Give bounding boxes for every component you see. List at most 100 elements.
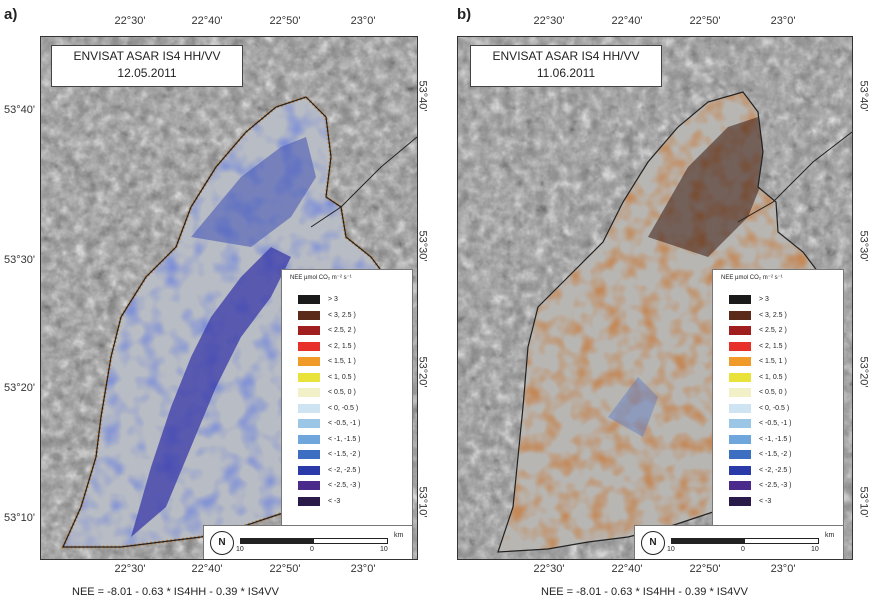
lat-tick-right: 53°20': [416, 356, 429, 388]
legend-swatch: [298, 326, 320, 336]
lat-tick-left: 53°10': [4, 512, 35, 524]
legend-swatch: [729, 310, 751, 320]
scale-label-left: 10: [667, 546, 675, 553]
map-panel-b: b) 22°30' 22°40' 22°50' 23°0' 22°30' 22°…: [453, 0, 883, 608]
legend-row: < 0.5, 0 ): [298, 385, 360, 401]
legend-row: < -1, -1.5 ): [298, 432, 360, 448]
legend-label: < 2, 1.5 ): [759, 342, 787, 350]
map-panel-a: a) 22°30' 22°40' 22°50' 23°0' 22°30' 22°…: [0, 0, 430, 608]
legend-swatch: [729, 496, 751, 506]
legend-row: < 1, 0.5 ): [729, 370, 791, 386]
legend-row: < 2, 1.5 ): [729, 339, 791, 355]
legend: NEE µmol CO₂ m⁻² s⁻¹ > 3 < 3, 2.5 ) < 2.…: [712, 269, 844, 541]
nee-formula: NEE = -8.01 - 0.63 * IS4HH - 0.39 * IS4V…: [72, 586, 279, 598]
border-line: [737, 131, 852, 223]
map-frame: ENVISAT ASAR IS4 HH/VV 12.05.2011 NEE µm…: [40, 36, 418, 560]
legend-row: < 0, -0.5 ): [298, 401, 360, 417]
legend-row: < 3, 2.5 ): [729, 308, 791, 324]
nee-formula: NEE = -8.01 - 0.63 * IS4HH - 0.39 * IS4V…: [541, 586, 748, 598]
legend-label: < 0.5, 0 ): [759, 389, 787, 397]
legend-row: < 3, 2.5 ): [298, 308, 360, 324]
north-arrow-icon: N: [641, 531, 665, 555]
legend-swatch: [729, 419, 751, 429]
north-arrow-icon: N: [210, 531, 234, 555]
lat-tick-right: 53°10': [857, 486, 870, 518]
scale-label-right: 10: [380, 546, 388, 553]
scale-unit: km: [394, 532, 404, 539]
lat-tick-left: 53°40': [4, 104, 35, 116]
legend-label: < 3, 2.5 ): [328, 311, 356, 319]
legend-label: < -2, -2.5 ): [328, 466, 361, 474]
legend-label: < 0.5, 0 ): [328, 389, 356, 397]
scale-bar: [240, 538, 388, 544]
scale-unit: km: [825, 532, 835, 539]
lon-tick-bottom: 22°50': [269, 563, 301, 575]
legend-header: NEE µmol CO₂ m⁻² s⁻¹: [290, 275, 352, 281]
map-title-box: ENVISAT ASAR IS4 HH/VV 11.06.2011: [470, 45, 662, 87]
legend-swatch: [729, 388, 751, 398]
lat-tick-right: 53°30': [857, 230, 870, 262]
border-line: [310, 136, 417, 228]
legend-swatch: [729, 372, 751, 382]
legend-row: < -0.5, -1 ): [729, 416, 791, 432]
legend: NEE µmol CO₂ m⁻² s⁻¹ > 3 < 3, 2.5 ) < 2.…: [281, 269, 413, 541]
map-title-box: ENVISAT ASAR IS4 HH/VV 12.05.2011: [51, 45, 243, 87]
legend-swatch: [298, 496, 320, 506]
legend-label: < -0.5, -1 ): [759, 420, 792, 428]
lon-tick-top: 22°30': [114, 15, 146, 27]
lon-tick-bottom: 23°0': [770, 563, 796, 575]
lon-tick-top: 23°0': [350, 15, 376, 27]
legend-label: < 1.5, 1 ): [328, 358, 356, 366]
legend-label: < 3, 2.5 ): [759, 311, 787, 319]
lon-tick-top: 22°50': [689, 15, 721, 27]
legend-row: < 2.5, 2 ): [729, 323, 791, 339]
legend-swatch: [298, 341, 320, 351]
legend-row: < 1.5, 1 ): [729, 354, 791, 370]
lon-tick-bottom: 23°0': [350, 563, 376, 575]
map-frame: ENVISAT ASAR IS4 HH/VV 11.06.2011 NEE µm…: [457, 36, 853, 560]
legend-label: > 3: [759, 296, 769, 304]
panel-label: a): [4, 6, 18, 23]
lon-tick-top: 22°40': [191, 15, 223, 27]
scale-label-mid: 0: [741, 546, 745, 553]
legend-rows: > 3 < 3, 2.5 ) < 2.5, 2 ) < 2, 1.5 ) < 1…: [729, 292, 791, 509]
legend-label: < -0.5, -1 ): [328, 420, 361, 428]
lon-tick-top: 23°0': [770, 15, 796, 27]
legend-swatch: [298, 357, 320, 367]
legend-label: < -2, -2.5 ): [759, 466, 792, 474]
lat-tick-right: 53°40': [416, 80, 429, 112]
legend-swatch: [729, 357, 751, 367]
legend-row: < -0.5, -1 ): [298, 416, 360, 432]
scale-label-left: 10: [236, 546, 244, 553]
scale-box: N 10 0 10 km: [203, 525, 413, 559]
lat-tick-right: 53°20': [857, 356, 870, 388]
legend-swatch: [298, 310, 320, 320]
lon-tick-top: 22°40': [611, 15, 643, 27]
scale-label-right: 10: [811, 546, 819, 553]
legend-swatch: [729, 481, 751, 491]
lat-tick-left: 53°20': [4, 382, 35, 394]
legend-row: < 2, 1.5 ): [298, 339, 360, 355]
legend-label: < 2.5, 2 ): [328, 327, 356, 335]
legend-swatch: [729, 295, 751, 305]
legend-label: < 1, 0.5 ): [759, 373, 787, 381]
legend-swatch: [729, 341, 751, 351]
lon-tick-bottom: 22°40': [611, 563, 643, 575]
legend-swatch: [298, 372, 320, 382]
legend-label: < -1.5, -2 ): [759, 451, 792, 459]
legend-row: > 3: [729, 292, 791, 308]
lat-tick-right: 53°30': [416, 230, 429, 262]
legend-swatch: [298, 419, 320, 429]
map-date: 12.05.2011: [117, 66, 177, 80]
legend-label: < 0, -0.5 ): [328, 404, 359, 412]
legend-swatch: [298, 465, 320, 475]
legend-row: > 3: [298, 292, 360, 308]
legend-header: NEE µmol CO₂ m⁻² s⁻¹: [721, 275, 783, 281]
legend-label: < 2.5, 2 ): [759, 327, 787, 335]
lon-tick-top: 22°50': [269, 15, 301, 27]
legend-row: < -2, -2.5 ): [729, 463, 791, 479]
legend-row: < -3: [729, 494, 791, 510]
legend-label: < -1, -1.5 ): [759, 435, 792, 443]
lat-tick-right: 53°10': [416, 486, 429, 518]
legend-label: < 2, 1.5 ): [328, 342, 356, 350]
